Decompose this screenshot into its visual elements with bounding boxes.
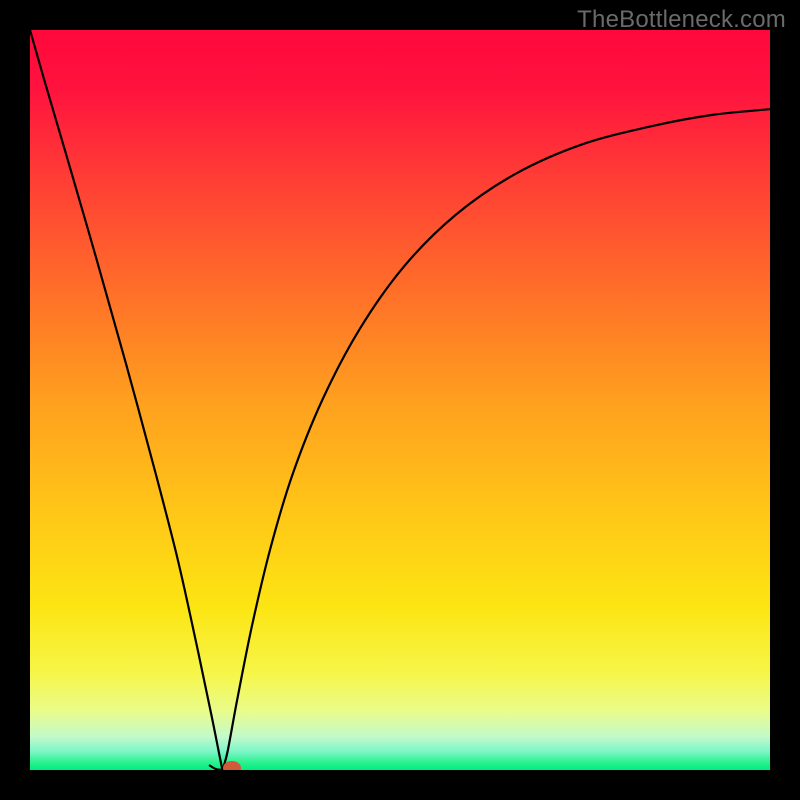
- bottleneck-curve: [30, 30, 770, 770]
- chart-plot-area: [30, 30, 770, 770]
- optimal-marker-icon: [223, 761, 241, 770]
- watermark-text: TheBottleneck.com: [577, 6, 786, 34]
